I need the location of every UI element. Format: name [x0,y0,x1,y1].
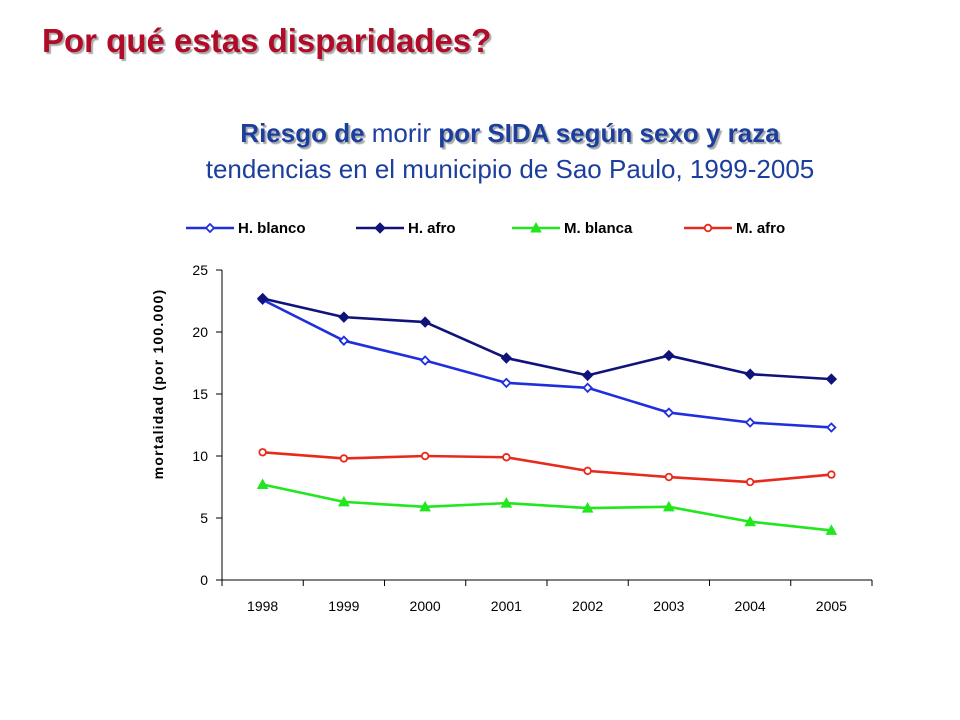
data-point [500,352,513,364]
subtitle-line-1: Riesgo de morir por SIDA según sexo y ra… [0,116,960,150]
x-tick-label: 2001 [491,598,522,614]
series-line [262,450,832,484]
series-m-afro [258,448,836,487]
y-tick-label: 15 [192,386,208,402]
data-point [581,369,594,382]
legend-item: M. blanca [512,220,633,237]
legend-item: H. afro [356,220,456,237]
y-tick-label: 5 [200,510,208,526]
legend-marker [374,222,386,234]
data-point [827,470,836,479]
x-tick-label: 1998 [247,598,278,614]
data-point [338,335,350,346]
data-point [502,453,511,462]
chart-subtitle: Riesgo de morir por SIDA según sexo y ra… [0,116,960,188]
data-point [500,497,513,508]
legend-label: H. afro [408,220,456,237]
x-tick-label: 2000 [410,598,441,614]
data-point [419,355,431,366]
data-point [581,502,594,513]
series-line [262,297,832,381]
x-tick-label: 1999 [328,598,359,614]
data-point [338,495,350,507]
subtitle-part-3: por SIDA según sexo y raza [438,118,780,148]
data-point [663,500,675,512]
data-point [256,292,269,305]
chart-legend: H. blanco H. afro M. blanca M. afro [186,220,785,237]
data-point [419,316,431,328]
data-point [419,500,431,512]
data-point [744,368,756,380]
y-tick-label: 0 [200,572,208,588]
data-point [583,466,592,476]
data-point [745,477,755,487]
x-tick-label: 2002 [572,598,603,614]
chart-axes: 0 5 10 15 20 25 1998 1999 2000 2001 2002 2003 2004 20… [192,262,873,614]
data-point [663,349,675,362]
data-point [338,311,350,323]
slide-title: Por qué estas disparidades? [42,22,492,59]
legend-marker [703,223,713,233]
legend-marker [530,221,542,233]
data-point [744,515,756,527]
y-tick-label: 10 [192,448,208,464]
subtitle-part-1: Riesgo de [240,118,365,148]
y-tick-label: 25 [192,262,208,278]
x-tick-label: 2004 [735,598,766,614]
y-tick-label: 20 [192,324,208,340]
data-point [339,454,349,463]
data-point [420,451,430,461]
legend-label: H. blanco [238,220,306,237]
data-point [501,377,512,389]
legend-label: M. blanca [564,220,633,237]
data-point [826,422,837,433]
legend-marker [204,222,216,234]
subtitle-part-2: morir [364,118,439,148]
data-point [825,524,838,535]
series-line [262,483,832,532]
data-point [256,478,269,490]
data-point [664,472,674,482]
x-tick-label: 2005 [816,598,847,614]
data-point [663,407,675,418]
subtitle-line-2: tendencias en el municipio de Sao Paulo,… [205,154,815,184]
data-point [825,373,838,385]
chart-series [256,292,838,535]
series-line [262,298,832,429]
series-m-blanca [256,478,838,535]
legend-item: H. blanco [186,220,306,237]
x-tick-label: 2003 [653,598,684,614]
data-point [258,448,267,457]
data-point [744,417,756,428]
series-h-afro [256,292,838,385]
y-axis-label: mortalidad (por 100.000) [150,289,166,480]
legend-item: M. afro [684,220,785,237]
data-point [582,382,593,394]
legend-label: M. afro [736,220,785,237]
